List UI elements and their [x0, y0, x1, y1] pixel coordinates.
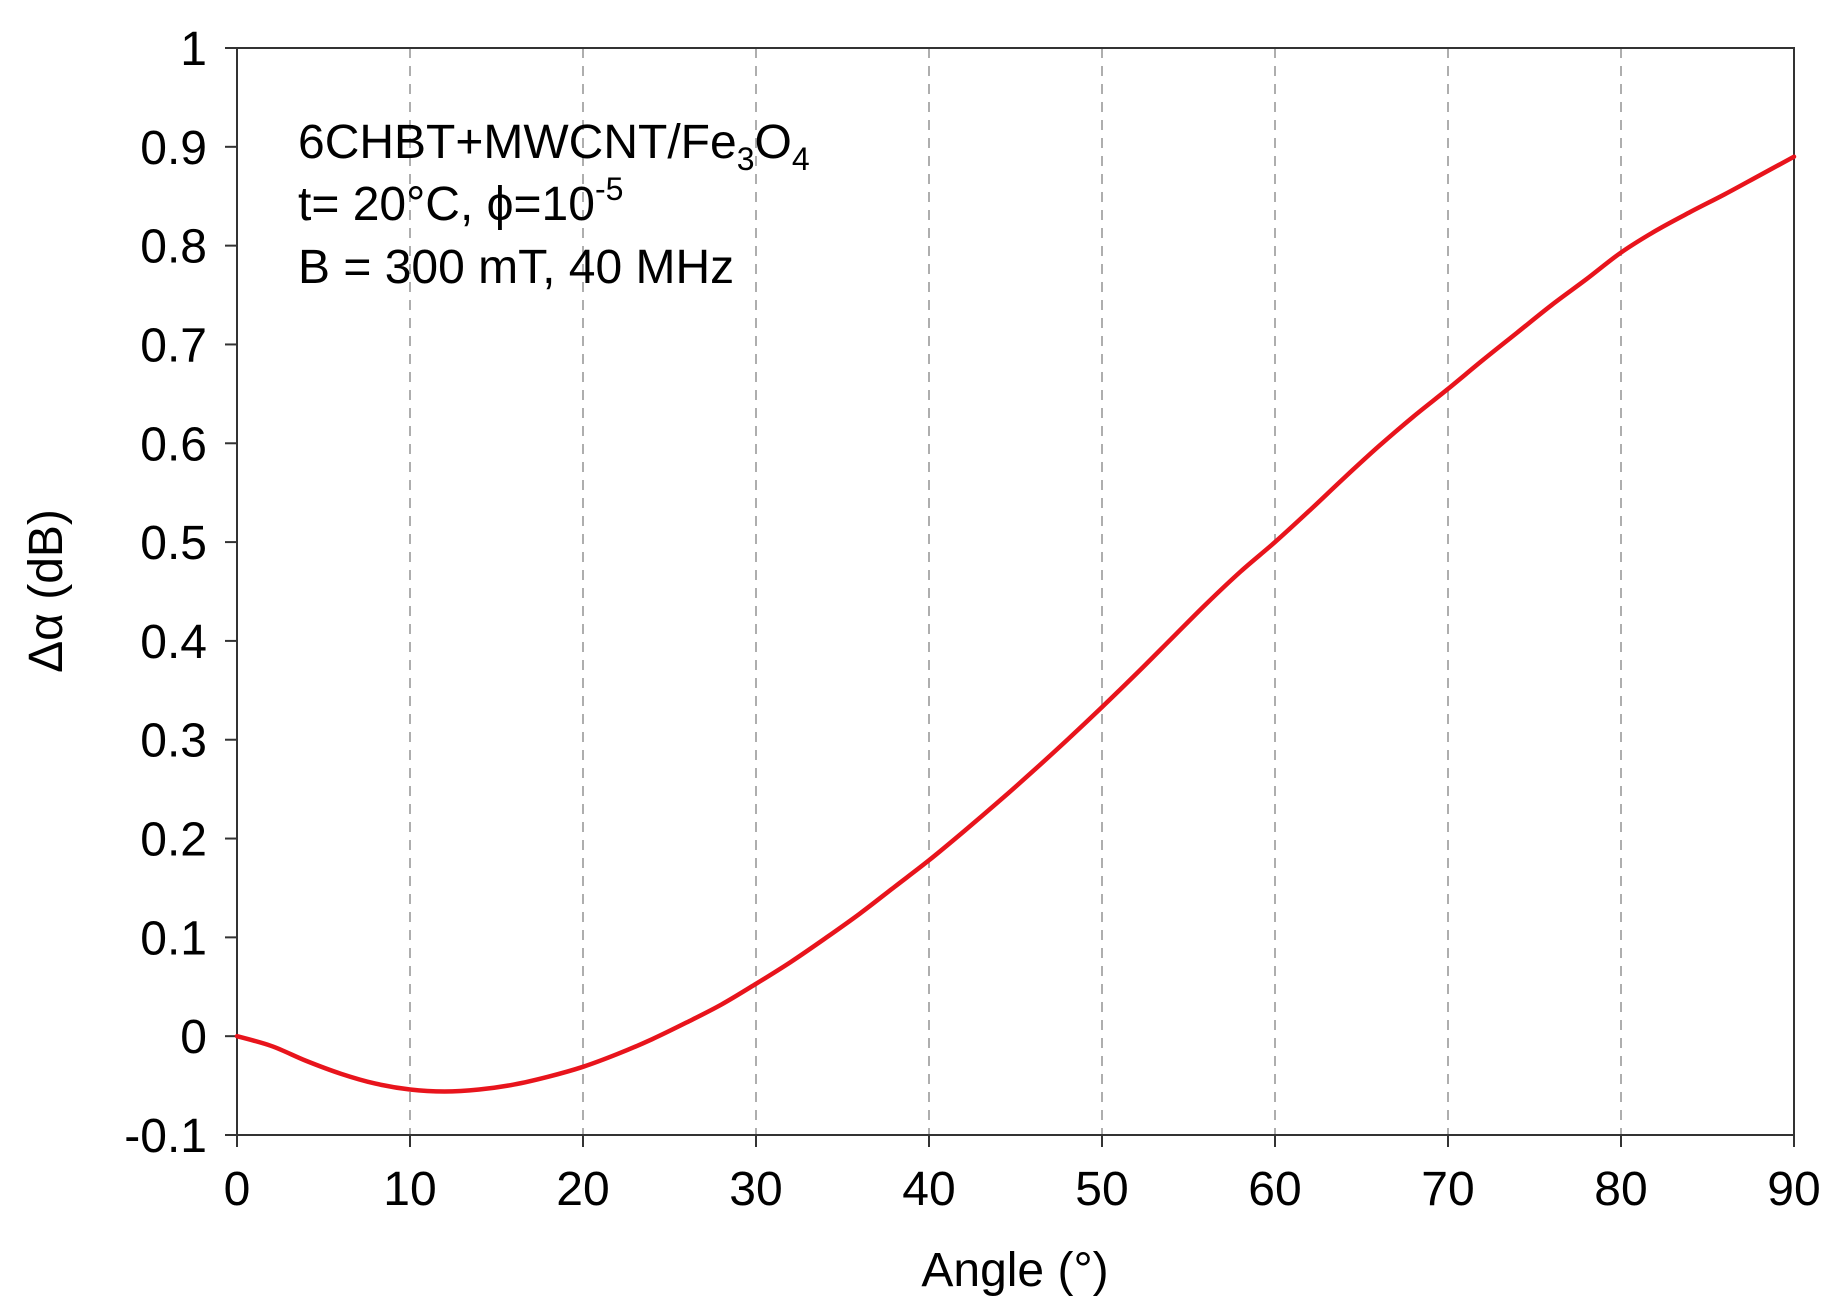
x-tick-label: 50 [1075, 1163, 1128, 1216]
y-tick-label: 0.1 [140, 912, 207, 965]
x-tick-label: 70 [1421, 1163, 1474, 1216]
y-tick-label: -0.1 [124, 1110, 207, 1163]
y-tick-label: 0.6 [140, 418, 207, 471]
annotation-line-1: 6CHBT+MWCNT/Fe3O4 [298, 116, 810, 177]
x-tick-label: 0 [224, 1163, 251, 1216]
annotation-line-1-sub2: 4 [792, 141, 810, 177]
plot-frame [236, 47, 1795, 1136]
series-group [234, 154, 1797, 1094]
x-tick-label: 60 [1248, 1163, 1301, 1216]
y-axis-title: Δα (dB) [20, 509, 73, 673]
x-tick-label: 30 [729, 1163, 782, 1216]
annotation-line-2-sup: -5 [595, 171, 623, 207]
x-axis-title: Angle (°) [921, 1244, 1108, 1297]
y-tick-label: 0.5 [140, 517, 207, 570]
annotation-line-1-sub1: 3 [737, 141, 755, 177]
annotation-line-1-main: 6CHBT+MWCNT/Fe [298, 116, 737, 169]
annotation-line-2: t= 20°C, ϕ=10-5 [298, 171, 623, 231]
grid-lines [409, 48, 1622, 1135]
y-axis: -0.1 0 0.1 0.2 0.3 0.4 0.5 0.6 0.7 0.8 0.9 1 [124, 23, 237, 1163]
x-tick-label: 90 [1767, 1163, 1820, 1216]
annotation-line-1-mid: O [754, 116, 791, 169]
y-tick-label: 0 [180, 1011, 207, 1064]
annotation-box: 6CHBT+MWCNT/Fe3O4 t= 20°C, ϕ=10-5 B = 30… [298, 116, 810, 294]
y-tick-label: 0.7 [140, 319, 207, 372]
y-tick-label: 0.3 [140, 715, 207, 768]
y-tick-label: 0.8 [140, 221, 207, 274]
x-axis: 0 10 20 30 40 50 60 70 80 90 [224, 1135, 1821, 1216]
y-tick-label: 1 [180, 23, 207, 76]
y-tick-label: 0.9 [140, 122, 207, 175]
x-tick-label: 80 [1594, 1163, 1647, 1216]
x-tick-label: 40 [902, 1163, 955, 1216]
y-tick-label: 0.2 [140, 814, 207, 867]
x-tick-label: 20 [556, 1163, 609, 1216]
annotation-line-2-main: t= 20°C, ϕ=10 [298, 178, 595, 231]
x-tick-label: 10 [383, 1163, 436, 1216]
y-tick-label: 0.4 [140, 616, 207, 669]
annotation-line-3: B = 300 mT, 40 MHz [298, 241, 734, 294]
series-line-0 [234, 154, 1797, 1094]
